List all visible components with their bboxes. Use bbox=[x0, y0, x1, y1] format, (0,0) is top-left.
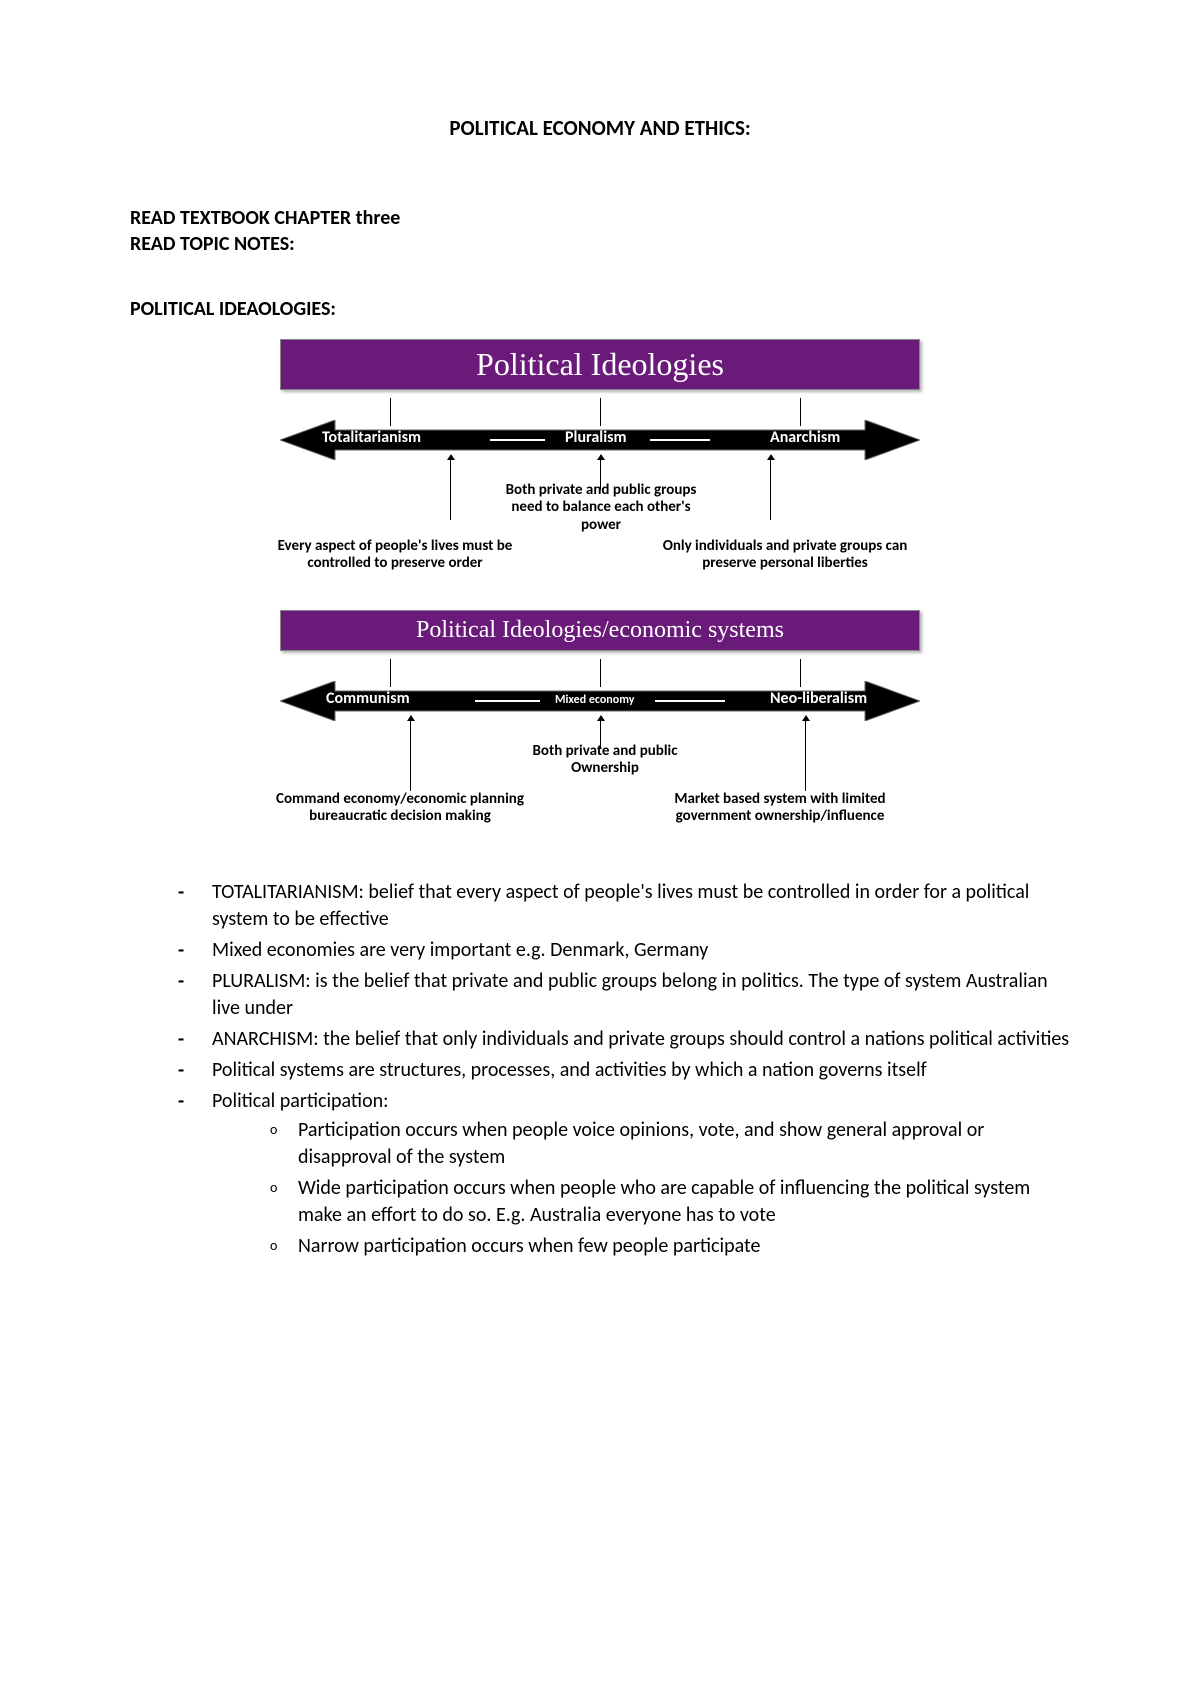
callouts-ideologies: Both private and public groups need to b… bbox=[280, 520, 920, 610]
read-line-2: READ TOPIC NOTES: bbox=[130, 231, 1070, 257]
ideologies-diagram: Political Ideologies Totalitarianism Plu… bbox=[280, 339, 920, 855]
callout-pluralism: Both private and public groups need to b… bbox=[496, 482, 706, 534]
callout-totalitarianism: Every aspect of people's lives must be c… bbox=[270, 538, 520, 573]
list-item-label: Political participation: bbox=[212, 1089, 388, 1113]
list-item: PLURALISM: is the belief that private an… bbox=[178, 968, 1070, 1022]
list-item: ANARCHISM: the belief that only individu… bbox=[178, 1026, 1070, 1053]
list-item: Wide participation occurs when people wh… bbox=[270, 1175, 1070, 1229]
list-item: Political systems are structures, proces… bbox=[178, 1057, 1070, 1084]
section-heading: POLITICAL IDEAOLOGIES: bbox=[130, 297, 1070, 321]
label-communism: Communism bbox=[326, 689, 410, 708]
list-item: TOTALITARIANISM: belief that every aspec… bbox=[178, 879, 1070, 933]
banner-political-ideologies: Political Ideologies bbox=[280, 339, 920, 390]
list-item: Participation occurs when people voice o… bbox=[270, 1117, 1070, 1171]
read-line-1: READ TEXTBOOK CHAPTER three bbox=[130, 205, 1070, 231]
callout-neoliberalism: Market based system with limited governm… bbox=[640, 791, 920, 826]
label-pluralism: Pluralism bbox=[565, 428, 627, 447]
callout-anarchism: Only individuals and private groups can … bbox=[660, 538, 910, 573]
list-item: Mixed economies are very important e.g. … bbox=[178, 937, 1070, 964]
main-bullet-list: TOTALITARIANISM: belief that every aspec… bbox=[130, 879, 1070, 1260]
callouts-economic: Both private and public Ownership Comman… bbox=[280, 775, 920, 855]
list-item: Narrow participation occurs when few peo… bbox=[270, 1233, 1070, 1260]
label-totalitarianism: Totalitarianism bbox=[322, 428, 421, 447]
page-title: POLITICAL ECONOMY AND ETHICS: bbox=[130, 115, 1070, 141]
label-mixed-economy: Mixed economy bbox=[555, 693, 634, 707]
list-item: Political participation: Participation o… bbox=[178, 1088, 1070, 1260]
sub-bullet-list: Participation occurs when people voice o… bbox=[212, 1117, 1070, 1260]
label-anarchism: Anarchism bbox=[770, 428, 840, 447]
banner-economic-systems: Political Ideologies/economic systems bbox=[280, 610, 920, 651]
label-neoliberalism: Neo-liberalism bbox=[770, 689, 867, 708]
callout-mixed: Both private and public Ownership bbox=[500, 743, 710, 778]
callout-communism: Command economy/economic planning bureau… bbox=[240, 791, 560, 826]
